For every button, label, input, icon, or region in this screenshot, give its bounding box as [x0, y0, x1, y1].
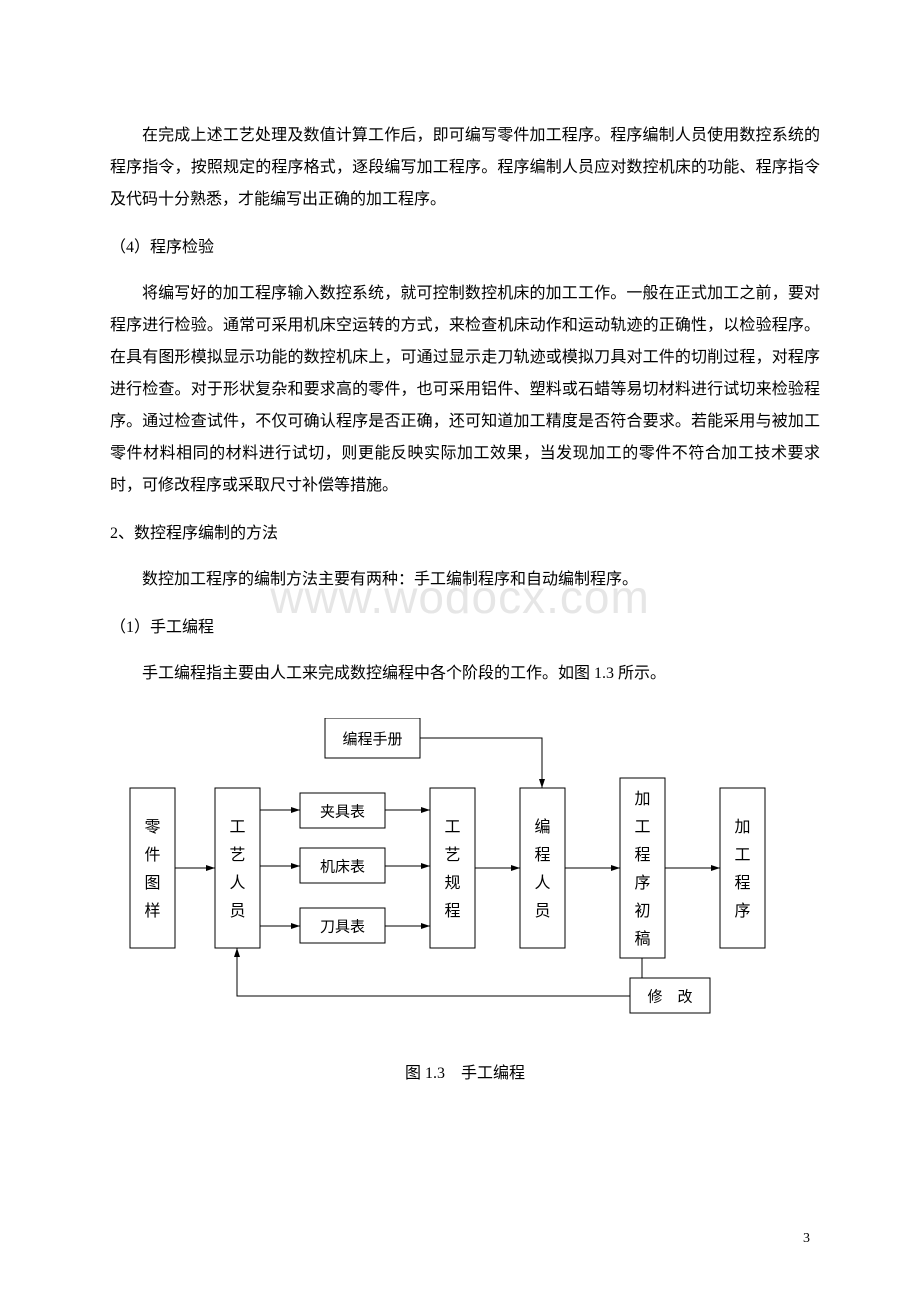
svg-text:样: 样	[144, 902, 160, 920]
node-part: 零件图样	[130, 788, 175, 948]
svg-text:序: 序	[734, 902, 750, 920]
heading-1: （1）手工编程	[110, 612, 820, 644]
node-manual: 编程手册	[325, 718, 420, 758]
svg-text:人: 人	[534, 874, 550, 892]
svg-text:规: 规	[444, 874, 460, 892]
svg-text:件: 件	[144, 846, 160, 864]
svg-text:机床表: 机床表	[320, 859, 365, 876]
svg-text:人: 人	[229, 874, 245, 892]
node-tech: 工艺人员	[215, 788, 260, 948]
svg-text:刀具表: 刀具表	[320, 919, 365, 936]
node-tool: 刀具表	[300, 908, 385, 943]
svg-text:程: 程	[534, 846, 550, 864]
edge-manual-coder	[420, 738, 542, 788]
svg-text:加: 加	[634, 790, 650, 808]
svg-text:工: 工	[634, 819, 650, 836]
svg-text:加: 加	[734, 818, 750, 836]
flowchart-diagram: 编程手册零件图样工艺人员夹具表机床表刀具表工艺规程编程人员加工程序初稿加工程序修…	[110, 718, 810, 1048]
paragraph-section-2: 数控加工程序的编制方法主要有两种：手工编制程序和自动编制程序。	[110, 564, 820, 596]
figure-caption: 图 1.3 手工编程	[110, 1058, 820, 1090]
heading-section-2: 2、数控程序编制的方法	[110, 518, 820, 550]
heading-4: （4）程序检验	[110, 232, 820, 264]
svg-text:编: 编	[534, 818, 550, 836]
flowchart-svg: 编程手册零件图样工艺人员夹具表机床表刀具表工艺规程编程人员加工程序初稿加工程序修…	[110, 718, 810, 1028]
svg-text:工: 工	[444, 819, 460, 836]
node-procplan: 工艺规程	[430, 788, 475, 948]
svg-text:序: 序	[634, 874, 650, 892]
node-revise: 修 改	[630, 978, 710, 1013]
svg-text:工: 工	[734, 847, 750, 864]
node-draft: 加工程序初稿	[620, 778, 665, 958]
svg-text:程: 程	[444, 902, 460, 920]
svg-text:稿: 稿	[634, 930, 650, 948]
svg-text:初: 初	[634, 902, 650, 920]
svg-text:程: 程	[734, 874, 750, 892]
svg-text:夹具表: 夹具表	[320, 804, 365, 821]
paragraph-4: 将编写好的加工程序输入数控系统，就可控制数控机床的加工工作。一般在正式加工之前，…	[110, 278, 820, 502]
paragraph-intro: 在完成上述工艺处理及数值计算工作后，即可编写零件加工程序。程序编制人员使用数控系…	[110, 120, 820, 216]
svg-text:工: 工	[229, 819, 245, 836]
node-prog: 加工程序	[720, 788, 765, 948]
svg-text:艺: 艺	[229, 846, 245, 864]
page-content: 在完成上述工艺处理及数值计算工作后，即可编写零件加工程序。程序编制人员使用数控系…	[0, 0, 920, 1150]
paragraph-1: 手工编程指主要由人工来完成数控编程中各个阶段的工作。如图 1.3 所示。	[110, 658, 820, 690]
node-machine: 机床表	[300, 848, 385, 883]
edge-revise-tech	[237, 948, 630, 996]
svg-text:员: 员	[534, 902, 550, 920]
svg-text:图: 图	[144, 875, 160, 892]
svg-text:编程手册: 编程手册	[342, 731, 402, 748]
svg-text:员: 员	[229, 902, 245, 920]
svg-text:零: 零	[144, 819, 160, 836]
node-coder: 编程人员	[520, 788, 565, 948]
svg-text:程: 程	[634, 846, 650, 864]
node-fixture: 夹具表	[300, 793, 385, 828]
page-number: 3	[803, 1231, 810, 1247]
svg-text:修 改: 修 改	[647, 989, 692, 1006]
svg-text:艺: 艺	[444, 846, 460, 864]
